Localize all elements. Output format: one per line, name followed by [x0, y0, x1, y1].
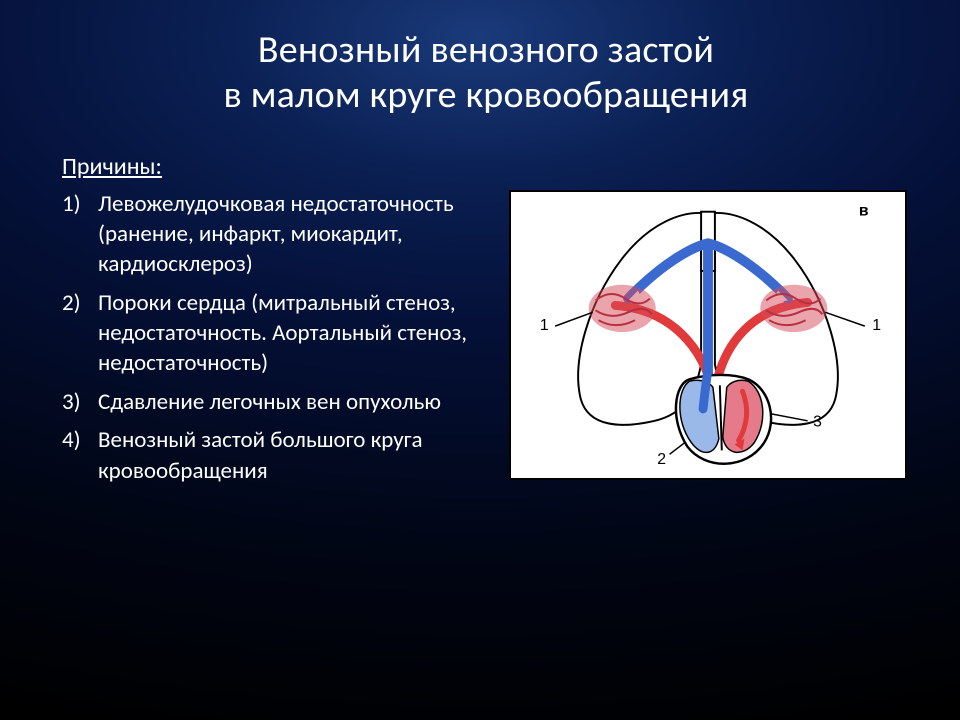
heart: [675, 369, 770, 463]
numeric-label: 1: [539, 317, 548, 334]
title-line-2: в малом круге кровообращения: [60, 73, 912, 118]
image-column: в 1 1 2 3: [503, 152, 912, 480]
panel-label: в: [858, 202, 868, 219]
causes-heading: Причины:: [60, 152, 493, 181]
list-item: Пороки сердца (митральный стеноз, недост…: [62, 288, 493, 379]
numeric-label: 1: [872, 317, 881, 334]
content-row: Причины: Левожелудочковая недостаточност…: [60, 152, 912, 494]
title-block: Венозный венозного застой в малом круге …: [60, 28, 912, 118]
capillary-bed-right: [760, 284, 827, 331]
text-column: Причины: Левожелудочковая недостаточност…: [60, 152, 503, 494]
list-item: Венозный застой большого круга кровообра…: [62, 425, 493, 486]
list-item: Сдавление легочных вен опухолью: [62, 387, 493, 417]
capillary-bed-left: [588, 284, 655, 331]
numeric-label: 3: [813, 413, 822, 430]
diagram-svg: в 1 1 2 3: [511, 192, 905, 478]
list-item: Левожелудочковая недостаточность (ранени…: [62, 189, 493, 280]
leader-line: [825, 312, 864, 326]
slide: Венозный венозного застой в малом круге …: [0, 0, 960, 720]
circulation-diagram: в 1 1 2 3: [509, 190, 907, 480]
numeric-label: 2: [657, 451, 666, 468]
causes-list: Левожелудочковая недостаточность (ранени…: [60, 189, 493, 486]
title-line-1: Венозный венозного застой: [60, 28, 912, 73]
